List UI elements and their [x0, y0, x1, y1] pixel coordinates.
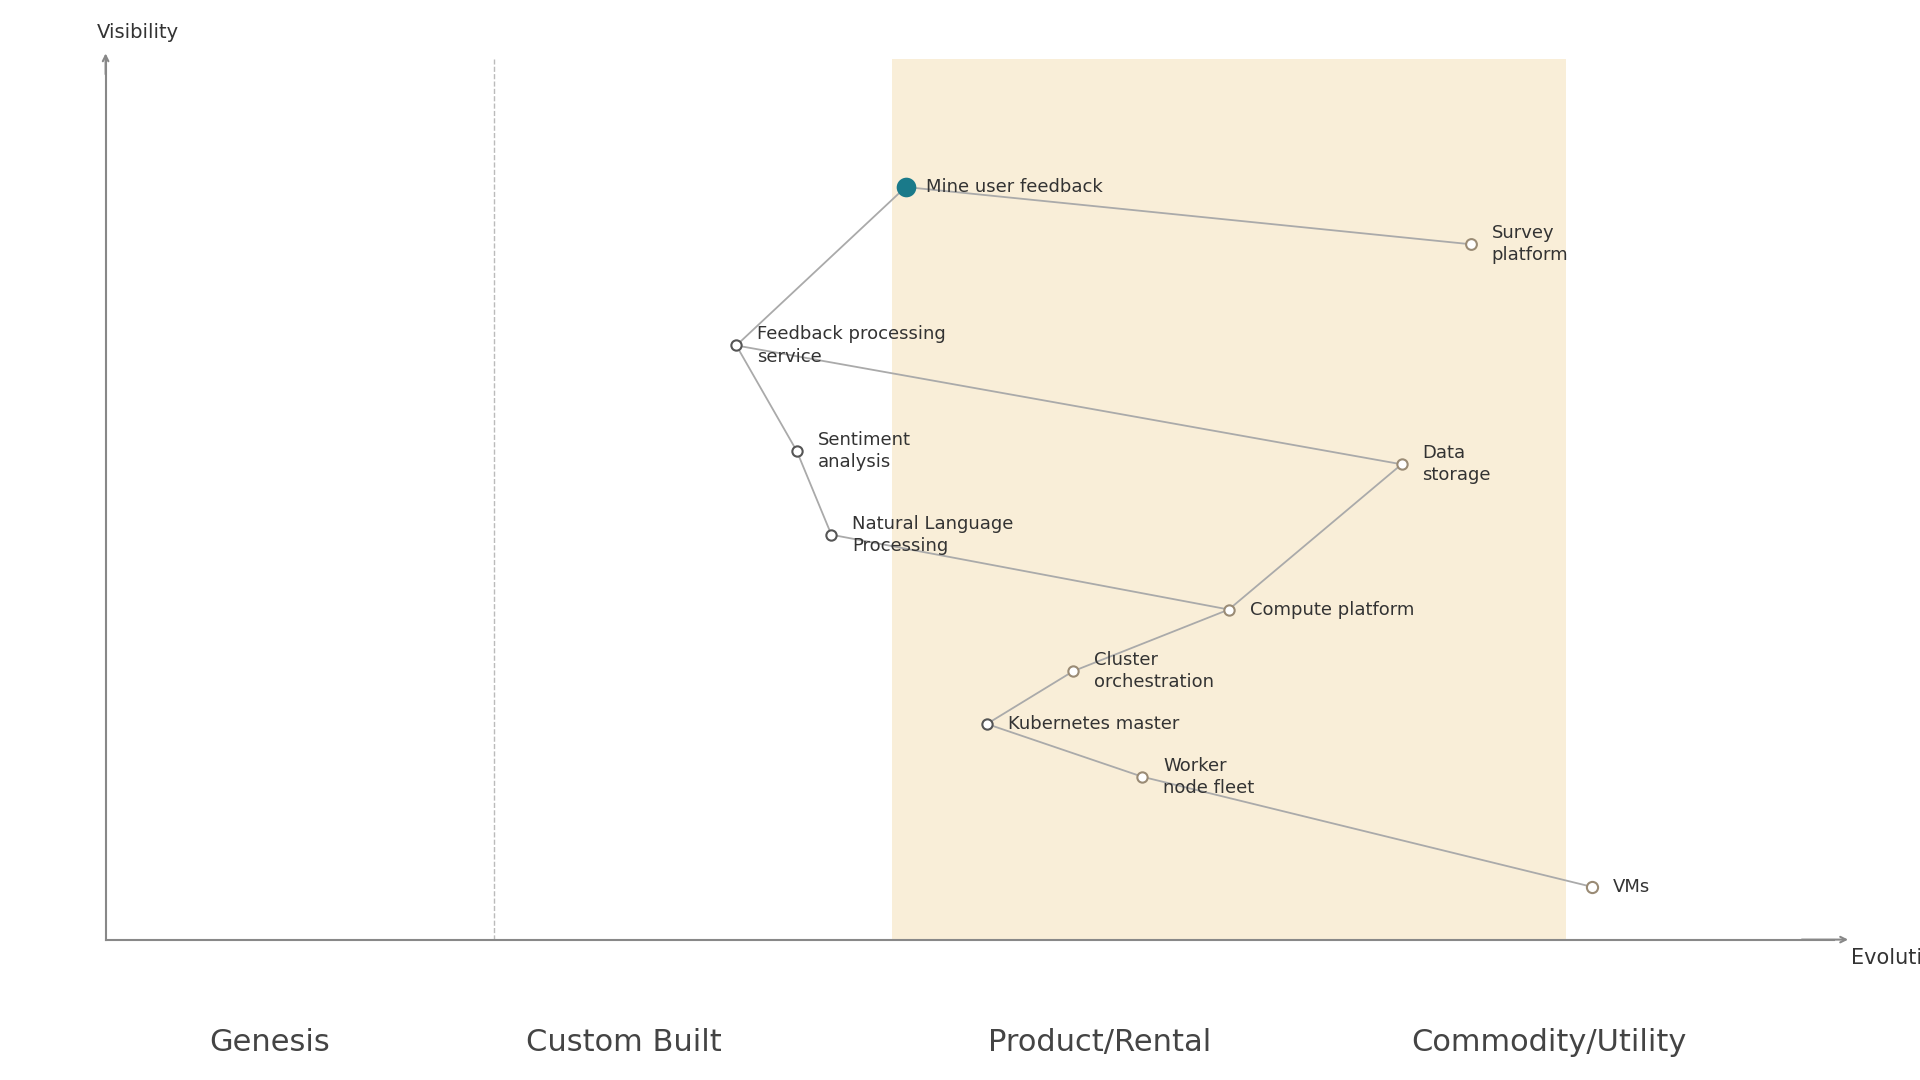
- Text: Worker
node fleet: Worker node fleet: [1164, 757, 1254, 797]
- Point: [1058, 662, 1089, 679]
- Text: Mine user feedback: Mine user feedback: [927, 178, 1104, 197]
- Text: Survey
platform: Survey platform: [1492, 225, 1569, 265]
- Point: [722, 337, 753, 354]
- Point: [891, 178, 922, 195]
- Point: [1455, 235, 1486, 253]
- Point: [1576, 878, 1607, 895]
- Text: Cluster
orchestration: Cluster orchestration: [1094, 651, 1213, 691]
- Point: [781, 443, 812, 460]
- Text: Data
storage: Data storage: [1423, 444, 1490, 485]
- Point: [972, 715, 1002, 732]
- Point: [1213, 600, 1244, 618]
- Text: Compute platform: Compute platform: [1250, 600, 1413, 619]
- Text: Sentiment
analysis: Sentiment analysis: [818, 431, 910, 471]
- Text: Natural Language
Processing: Natural Language Processing: [852, 514, 1014, 555]
- Text: Product/Rental: Product/Rental: [987, 1028, 1212, 1056]
- Point: [1386, 456, 1417, 473]
- Text: Commodity/Utility: Commodity/Utility: [1411, 1028, 1686, 1056]
- Text: VMs: VMs: [1613, 878, 1649, 895]
- Text: Kubernetes master: Kubernetes master: [1008, 715, 1179, 733]
- Text: Genesis: Genesis: [209, 1028, 330, 1056]
- Text: Evolution: Evolution: [1851, 948, 1920, 969]
- Point: [1127, 768, 1158, 785]
- Bar: [891, 59, 1567, 940]
- Text: Custom Built: Custom Built: [526, 1028, 722, 1056]
- Point: [816, 526, 847, 543]
- Text: Feedback processing
service: Feedback processing service: [756, 325, 947, 365]
- Text: Visibility: Visibility: [96, 23, 179, 42]
